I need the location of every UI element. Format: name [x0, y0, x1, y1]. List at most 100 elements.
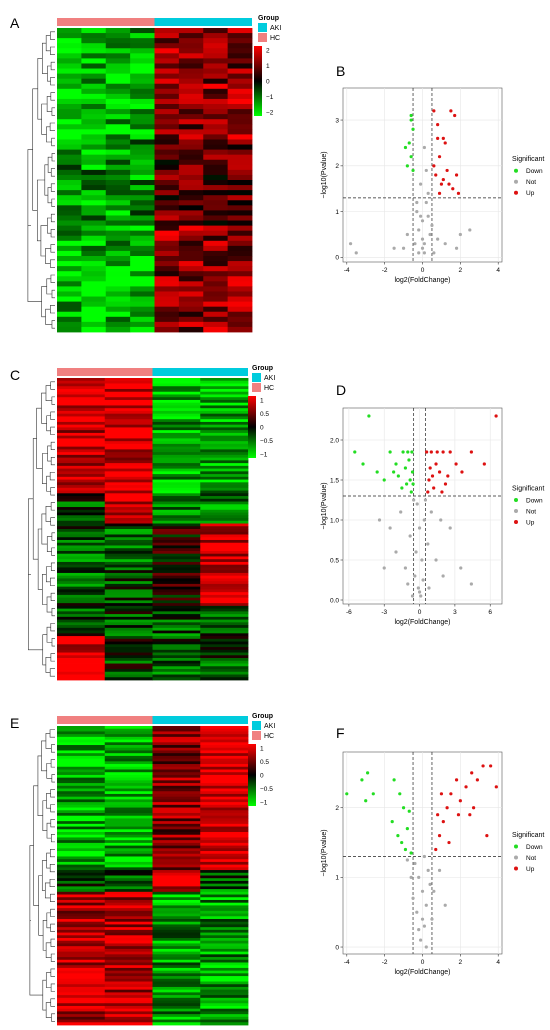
heatmap-cell [200, 848, 249, 852]
heatmap-cell [154, 210, 180, 216]
heatmap-cell [152, 526, 201, 530]
heatmap-cell [152, 564, 201, 568]
heatmap-cell [104, 427, 153, 431]
heatmap-cell [203, 271, 229, 277]
heatmap-cell [200, 851, 249, 855]
heatmap-cell [104, 671, 153, 675]
heatmap-cell [105, 245, 131, 252]
heatmap-cell [200, 859, 249, 863]
data-point-up [436, 813, 440, 817]
data-point-up [437, 155, 442, 159]
heatmap-cell [81, 180, 107, 186]
heatmap-cell [57, 468, 106, 472]
heatmap-cell [227, 174, 253, 181]
heatmap-cell [200, 619, 249, 623]
heatmap-cell [200, 981, 249, 985]
heatmap-cell [57, 1014, 106, 1018]
heatmap-cell [154, 291, 180, 297]
dendrogram-branch [44, 882, 51, 899]
heatmap-cell [200, 529, 249, 533]
legend-label-up: Up [526, 866, 535, 873]
heatmap-cell [203, 266, 229, 272]
color-scale-tick: −0.5 [260, 786, 273, 793]
data-point-down [394, 462, 398, 466]
heatmap-cell [104, 485, 153, 489]
heatmap-cell [104, 832, 153, 836]
heatmap-cell [57, 842, 106, 846]
heatmap-cell [57, 649, 106, 653]
heatmap-cell [152, 405, 201, 409]
heatmap-cell [57, 889, 106, 893]
heatmap-cell [104, 875, 153, 879]
data-point-up [445, 806, 449, 810]
heatmap-cell [104, 578, 153, 582]
heatmap-cell [178, 271, 204, 277]
heatmap-cell [200, 564, 249, 568]
group-legend-title: Group [258, 15, 279, 22]
heatmap-cell [152, 837, 201, 841]
data-point-not [408, 534, 412, 538]
heatmap-cell [57, 240, 82, 247]
heatmap-cell [81, 281, 107, 287]
heatmap-cell [152, 614, 201, 618]
heatmap-cell [203, 159, 229, 166]
heatmap-cell [203, 286, 229, 292]
heatmap-cell [152, 652, 201, 656]
heatmap-cell [130, 261, 155, 267]
data-point-down [403, 847, 408, 852]
heatmap-cell [200, 753, 249, 757]
heatmap-cell [57, 33, 82, 39]
heatmap-cell [105, 134, 131, 140]
heatmap-cell [152, 399, 201, 404]
heatmap-cell [57, 266, 82, 272]
color-scale-tick: 0.5 [260, 411, 269, 418]
dendrogram-branch [49, 863, 55, 873]
heatmap-cell [57, 861, 106, 866]
heatmap-cell [152, 556, 201, 560]
heatmap-cell [200, 780, 249, 784]
heatmap-cell [81, 256, 107, 262]
data-point-not [443, 242, 447, 246]
data-point-down [409, 118, 413, 122]
heatmap-cell [57, 761, 106, 765]
heatmap-cell [57, 572, 106, 577]
heatmap-cell [152, 636, 201, 640]
heatmap-cell [104, 644, 153, 648]
heatmap-cell [57, 306, 82, 313]
heatmap-cell [200, 1000, 249, 1004]
heatmap-cell [104, 938, 153, 942]
heatmap-cell [57, 220, 82, 226]
data-point-up [454, 173, 459, 177]
heatmap-cell [152, 474, 201, 478]
heatmap-cell [152, 586, 201, 590]
heatmap-cell [200, 870, 249, 874]
data-point-not [414, 550, 418, 554]
heatmap-cell [104, 542, 153, 546]
heatmap-cell [154, 286, 180, 292]
legend-label-not: Not [526, 179, 536, 186]
heatmap-cell [200, 932, 249, 936]
heatmap-cell [227, 235, 253, 242]
heatmap-cell [57, 935, 106, 939]
color-scale-tick: −1 [260, 800, 268, 807]
heatmap-cell [203, 291, 229, 297]
heatmap-cell [57, 780, 106, 784]
heatmap-cell [203, 144, 229, 150]
heatmap-cell [57, 427, 106, 431]
group-bar-hc [57, 368, 153, 376]
heatmap-cell [104, 452, 153, 456]
heatmap-cell [227, 200, 253, 206]
heatmap-cell [200, 976, 249, 980]
heatmap-cell [104, 1011, 153, 1015]
data-point-up [436, 136, 440, 140]
data-point-up [481, 764, 485, 768]
heatmap-cell [200, 742, 249, 746]
dendrogram-branch [50, 893, 55, 902]
heatmap-cell [57, 518, 106, 522]
data-point-up [439, 792, 444, 796]
x-tick-label: 4 [496, 959, 500, 966]
data-point-not [415, 210, 419, 214]
dendrogram-branch [50, 168, 55, 177]
data-point-not [439, 518, 443, 522]
heatmap-cell [227, 119, 253, 125]
